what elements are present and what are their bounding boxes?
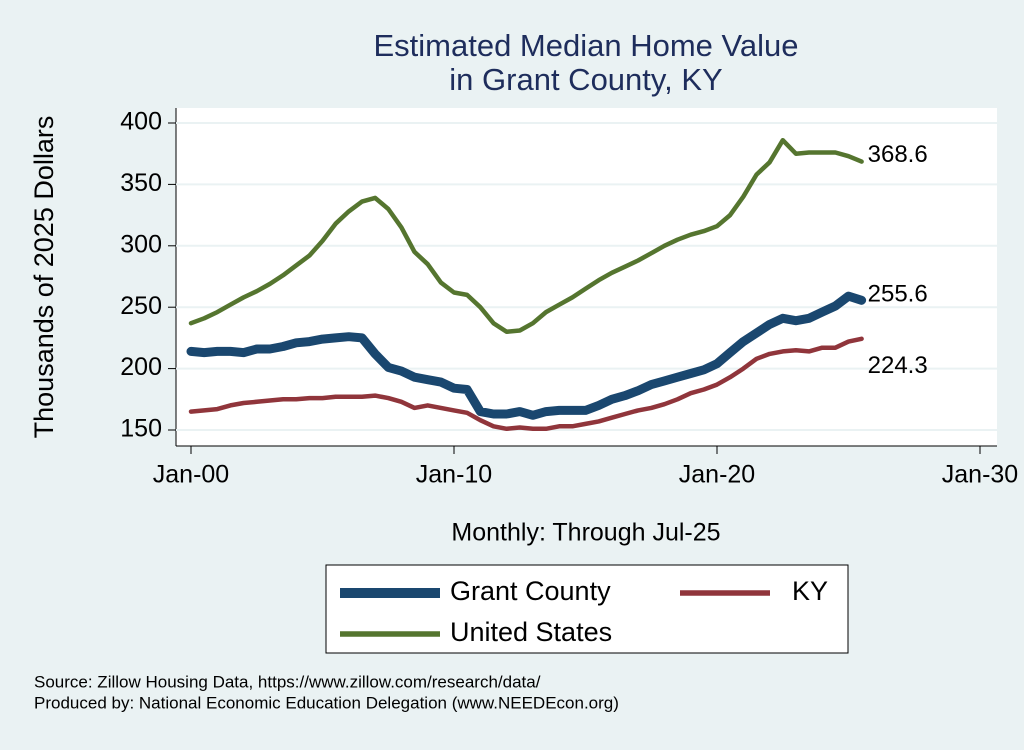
- legend-label: United States: [450, 617, 612, 647]
- series-line: [188, 137, 864, 335]
- series-line: [186, 291, 867, 420]
- value-label: 368.6: [868, 141, 928, 168]
- x-axis-label: Monthly: Through Jul-25: [451, 519, 720, 547]
- y-tick-label: 150: [120, 415, 162, 443]
- y-axis-label: Thousands of 2025 Dollars: [29, 116, 59, 439]
- chart-subtitle: in Grant County, KY: [449, 62, 722, 97]
- y-tick-label: 350: [120, 169, 162, 197]
- producer-note: Produced by: National Economic Education…: [34, 693, 619, 712]
- y-tick-label: 250: [120, 292, 162, 320]
- y-tick-label: 300: [120, 230, 162, 258]
- x-tick-label: Jan-10: [416, 461, 492, 489]
- value-label: 255.6: [868, 281, 928, 308]
- source-note: Source: Zillow Housing Data, https://www…: [34, 672, 541, 691]
- plot-area: [176, 108, 997, 446]
- y-tick-label: 200: [120, 353, 162, 381]
- x-tick-label: Jan-00: [153, 461, 229, 489]
- x-tick-label: Jan-20: [679, 461, 755, 489]
- legend-label: KY: [792, 576, 828, 606]
- x-tick-label: Jan-30: [942, 461, 1018, 489]
- value-label: 224.3: [868, 352, 928, 379]
- legend-label: Grant County: [450, 576, 611, 606]
- series-line: [188, 336, 864, 432]
- legend-box: [325, 564, 849, 654]
- chart-title: Estimated Median Home Value: [373, 28, 798, 63]
- y-tick-label: 400: [120, 108, 162, 136]
